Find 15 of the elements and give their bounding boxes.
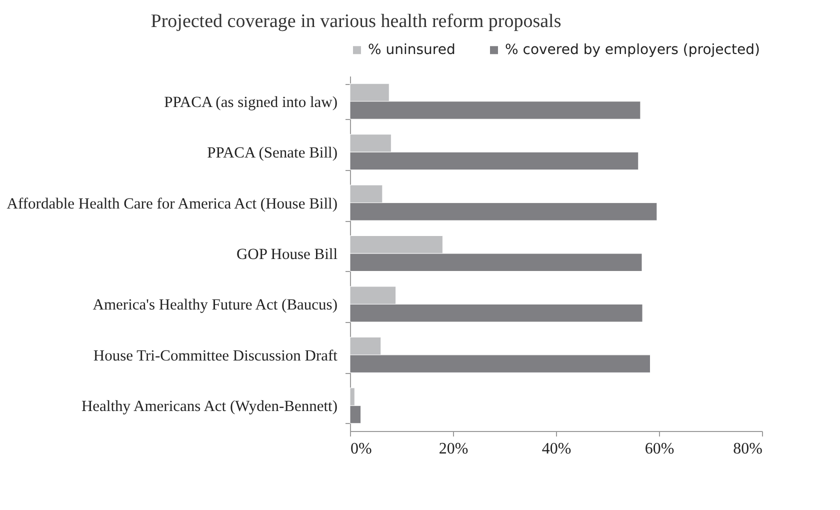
legend-label: % uninsured — [368, 42, 456, 58]
y-tick-label: Healthy Americans Act (Wyden-Bennett) — [81, 398, 338, 416]
x-tick-label: 20% — [438, 440, 468, 458]
y-tick-label: GOP House Bill — [236, 246, 338, 263]
legend-label: % covered by employers (projected) — [505, 42, 760, 58]
x-tick-label: 0% — [350, 440, 372, 458]
y-tick-label: Affordable Health Care for America Act (House Bill) — [6, 195, 338, 212]
y-tick-label: America's Healthy Future Act (Baucus) — [92, 296, 338, 314]
y-tick-label: PPACA (as signed into law) — [164, 94, 338, 111]
y-tick-label: PPACA (Senate Bill) — [207, 144, 338, 162]
x-tick-label: 80% — [733, 440, 762, 458]
x-tick-label: 40% — [542, 440, 572, 458]
y-tick-label: House Tri-Committee Discussion Draft — [93, 347, 338, 364]
x-tick-label: 60% — [644, 440, 674, 458]
chart-title: Projected coverage in various health reform proposals — [150, 11, 562, 32]
